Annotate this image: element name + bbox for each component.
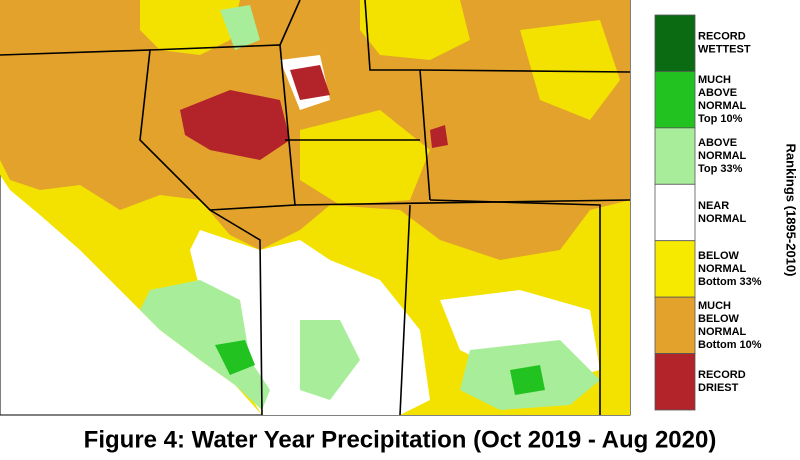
legend-label: RECORD: [698, 369, 746, 381]
state-border: [429, 199, 601, 415]
legend-label: BELOW: [698, 250, 740, 262]
legend-label: Top 33%: [698, 163, 743, 175]
below-area: [140, 0, 240, 55]
record-driest-area: [290, 65, 330, 100]
legend-label: NORMAL: [698, 213, 747, 225]
state-border: [279, 0, 301, 46]
legend-label: RECORD: [698, 31, 746, 43]
legend-label: NEAR: [698, 200, 729, 212]
legend-swatch: [654, 71, 696, 129]
legend-swatch: [654, 127, 696, 185]
legend-label: NORMAL: [698, 326, 747, 338]
record-driest-area: [180, 90, 290, 160]
legend-swatch: [654, 296, 696, 354]
legend-swatch: [654, 183, 696, 242]
legend-label: NORMAL: [698, 100, 747, 112]
legend-label: WETTEST: [698, 44, 751, 56]
below-area: [300, 110, 430, 205]
state-border: [419, 69, 631, 73]
below-area: [360, 0, 470, 60]
record-driest-area: [430, 125, 448, 148]
legend-label: MUCH: [698, 300, 731, 312]
legend-label: NORMAL: [698, 150, 747, 162]
caption: Figure 4: Water Year Precipitation (Oct …: [84, 426, 717, 453]
state-border: [399, 204, 411, 416]
state-border: [0, 49, 263, 416]
much-above-area: [510, 365, 545, 395]
state-borders: [0, 0, 631, 416]
legend-label: ABOVE: [698, 137, 737, 149]
legend-label: Bottom 10%: [698, 339, 762, 351]
state-border: [364, 0, 431, 201]
below-area: [520, 20, 620, 120]
legend-title: Rankings (1895-2010): [784, 144, 799, 277]
legend-label: BELOW: [698, 313, 740, 325]
map: [0, 0, 631, 416]
above-normal-area: [220, 5, 260, 50]
above-normal-area: [140, 280, 270, 410]
legend-label: ABOVE: [698, 87, 737, 99]
much-above-area: [215, 340, 255, 375]
legend-swatch: [654, 14, 696, 72]
legend-label: DRIEST: [698, 382, 739, 394]
legend-label: Bottom 33%: [698, 276, 762, 288]
state-border: [294, 199, 631, 206]
legend-label: Top 10%: [698, 113, 743, 125]
above-normal-area: [300, 320, 360, 400]
legend-label: NORMAL: [698, 263, 747, 275]
state-border: [149, 44, 296, 211]
legend-label: MUCH: [698, 74, 731, 86]
legend-swatch: [654, 353, 696, 411]
legend-swatch: [654, 240, 696, 298]
